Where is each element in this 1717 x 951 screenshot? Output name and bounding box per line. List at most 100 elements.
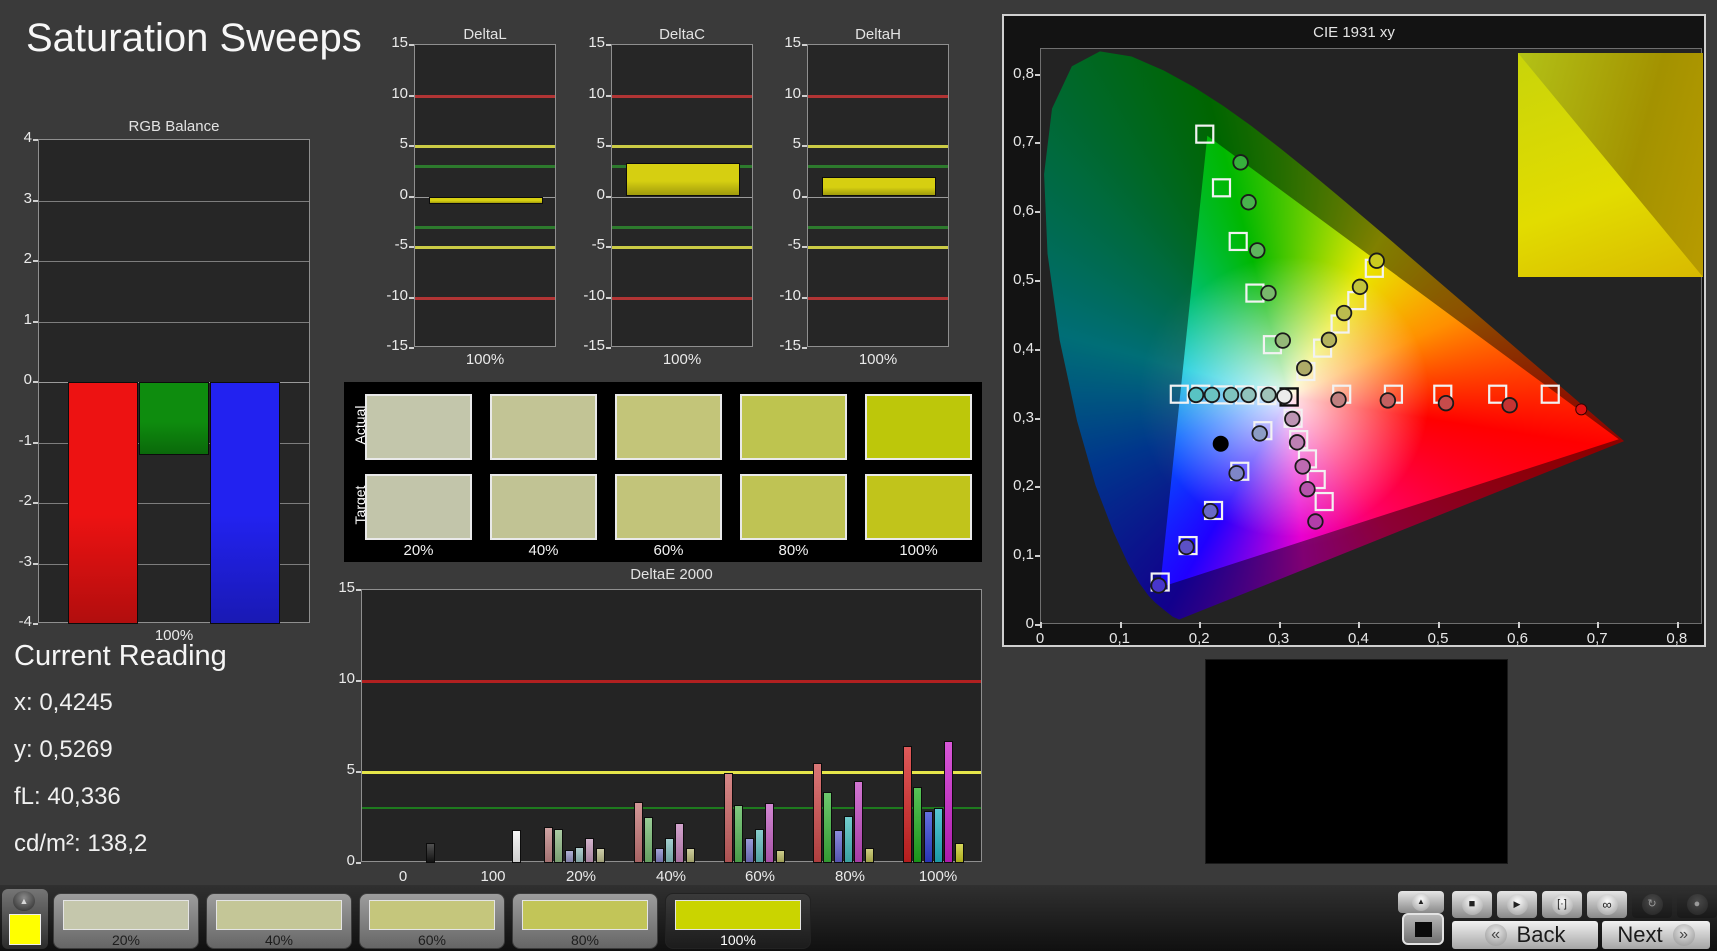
delta-e-bar bbox=[823, 792, 833, 863]
delta_l-ytick: 15 bbox=[391, 34, 408, 51]
next-button[interactable]: Next » bbox=[1602, 921, 1710, 949]
saturation-button-100%[interactable]: 100% bbox=[665, 893, 811, 949]
delta_l-ytick-mark bbox=[409, 94, 414, 97]
target-swatch-80% bbox=[740, 474, 847, 540]
measured-point bbox=[1284, 410, 1301, 428]
delta-e-ytick: 15 bbox=[338, 579, 355, 596]
cie-xtick: 0,6 bbox=[1507, 630, 1529, 647]
current-pattern-swatch bbox=[9, 914, 41, 945]
delta_c-reference-line bbox=[612, 94, 752, 98]
reading-line: cd/m²: 138,2 bbox=[14, 830, 148, 857]
record-button[interactable]: ● bbox=[1677, 891, 1717, 918]
measured-point bbox=[1232, 154, 1249, 171]
loop-icon: ∞ bbox=[1596, 894, 1618, 915]
delta_h-ytick-mark bbox=[802, 145, 807, 147]
delta-e-ytick-mark bbox=[356, 589, 361, 591]
swatch-col-label: 100% bbox=[899, 542, 938, 559]
delta_c-ytick: -10 bbox=[583, 286, 605, 304]
measured-point bbox=[1501, 397, 1518, 414]
bottom-toolbar: ▲ 20% 40% 60% 80% 100% ▲ ■ ▶ [·] ∞ ↻ ● « Back Next » bbox=[0, 885, 1717, 951]
delta_c-ytick-mark bbox=[606, 296, 611, 299]
delta_l-xlabel: 100% bbox=[465, 351, 505, 368]
delta_c-reference-line bbox=[612, 296, 752, 300]
rgb_balance-ytick-mark bbox=[33, 502, 38, 504]
swatch-col-label: 80% bbox=[778, 542, 809, 559]
delta-e-group-label: 60% bbox=[744, 868, 776, 885]
target-square bbox=[1314, 491, 1334, 512]
saturation-button-60%[interactable]: 60% bbox=[359, 893, 505, 949]
saturation-button-40%[interactable]: 40% bbox=[206, 893, 352, 949]
delta-e-reference-line bbox=[362, 771, 981, 774]
target-square bbox=[1228, 231, 1248, 252]
loop-button[interactable]: ∞ bbox=[1587, 891, 1627, 918]
delta_c-ytick: -5 bbox=[591, 236, 605, 253]
cie-xtick-mark bbox=[1676, 622, 1679, 628]
cie-xtick: 0,8 bbox=[1666, 630, 1688, 647]
delta_l-ytick: 0 bbox=[399, 185, 408, 203]
measured-point bbox=[1294, 458, 1311, 475]
rgb_balance-ytick: 3 bbox=[23, 189, 32, 207]
cie-xtick-mark bbox=[1517, 622, 1520, 628]
refresh-button[interactable]: ↻ bbox=[1632, 891, 1672, 918]
delta-e-group-label: 20% bbox=[565, 868, 597, 885]
delta_c-ytick-mark bbox=[606, 94, 611, 97]
rgb_balance-title: RGB Balance bbox=[128, 118, 220, 135]
measured-point bbox=[1203, 386, 1221, 404]
delta_c-zero-line bbox=[612, 196, 752, 198]
cie-ytick-mark bbox=[1035, 211, 1040, 214]
saturation-button-20%[interactable]: 20% bbox=[53, 893, 199, 949]
delta_l-title: DeltaL bbox=[463, 26, 507, 43]
measured-point bbox=[1202, 502, 1219, 520]
measured-point bbox=[1299, 480, 1316, 498]
transport-up-button[interactable]: ▲ bbox=[1398, 891, 1444, 913]
cie-ytick: 0,1 bbox=[1013, 546, 1034, 564]
delta-e-bar bbox=[634, 802, 643, 863]
cie-1931-panel: CIE 1931 xy 0 0,1 0,2 0,3 0,4 0,5 0,6 0,7 0,8 0 0,… bbox=[1002, 14, 1706, 647]
back-button[interactable]: « Back bbox=[1452, 921, 1598, 949]
rgb_balance-ytick: 1 bbox=[23, 310, 32, 328]
delta-e-bar bbox=[426, 842, 435, 863]
play-button[interactable]: ▶ bbox=[1497, 891, 1537, 918]
cie-xtick: 0,7 bbox=[1586, 630, 1608, 647]
delta-e-bar bbox=[765, 802, 775, 863]
rgb_balance-gridline bbox=[39, 321, 309, 323]
frame-marker-button[interactable]: [·] bbox=[1542, 891, 1582, 918]
delta-e-bar bbox=[864, 847, 874, 863]
delta_l-ytick: -10 bbox=[386, 286, 408, 304]
measured-point bbox=[1240, 386, 1257, 404]
measured-point bbox=[1379, 392, 1397, 409]
rgb_balance-ytick-mark bbox=[33, 139, 38, 141]
saturation-button-label: 80% bbox=[570, 932, 600, 948]
measured-point bbox=[1368, 252, 1385, 269]
pattern-up-button[interactable]: ▲ bbox=[13, 891, 35, 911]
play-icon: ▶ bbox=[1506, 894, 1528, 915]
measured-point bbox=[1330, 391, 1347, 408]
big-stop-button[interactable] bbox=[1402, 913, 1444, 945]
delta-e-bar bbox=[903, 745, 912, 863]
measured-point bbox=[1260, 386, 1277, 404]
next-chevron-icon: » bbox=[1672, 924, 1695, 946]
stop-square-icon bbox=[1414, 921, 1432, 937]
actual-swatch-40% bbox=[490, 394, 597, 460]
measured-point bbox=[1307, 513, 1324, 530]
delta-e-bar bbox=[954, 842, 964, 863]
delta_h-reference-line bbox=[808, 296, 948, 300]
saturation-button-80%[interactable]: 80% bbox=[512, 893, 658, 949]
cie-ytick-mark bbox=[1035, 142, 1040, 145]
saturation-button-label: 40% bbox=[264, 932, 294, 948]
rgb_balance-ytick-mark bbox=[33, 441, 38, 444]
saturation-button-label: 20% bbox=[111, 932, 141, 948]
blue-bar bbox=[210, 382, 280, 624]
delta_h-ytick-mark bbox=[802, 347, 807, 349]
delta_l-reference-line bbox=[415, 246, 555, 249]
delta_c-ytick-mark bbox=[606, 195, 611, 198]
cie-ytick: 0,8 bbox=[1013, 64, 1034, 82]
cie-xtick: 0,3 bbox=[1268, 630, 1290, 647]
delta-e-ytick-mark bbox=[356, 771, 361, 773]
rgb_balance-ytick-mark bbox=[33, 623, 38, 625]
delta-e-bar bbox=[675, 822, 685, 863]
stop-button[interactable]: ■ bbox=[1452, 891, 1492, 918]
delta-e-bar bbox=[724, 772, 733, 863]
delta_h-ytick-mark bbox=[802, 246, 807, 248]
rgb_balance-gridline bbox=[39, 200, 309, 202]
